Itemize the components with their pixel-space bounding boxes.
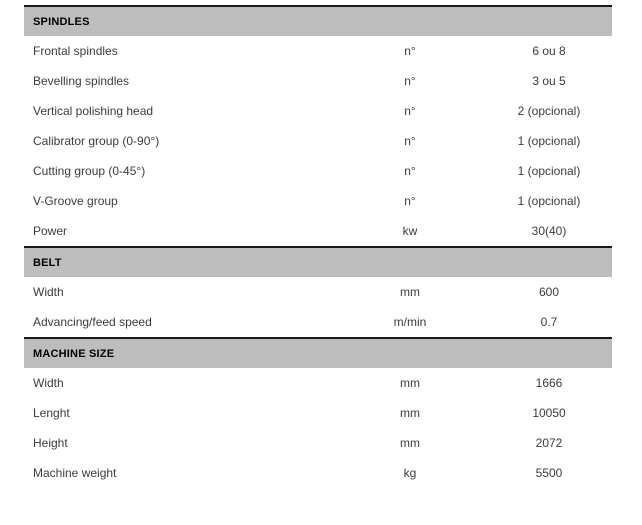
spec-value: 6 ou 8 [532,44,566,58]
spec-row: Width mm 1666 [24,368,612,398]
spec-row: Power kw 30(40) [24,216,612,246]
spec-value: 2072 [535,436,563,450]
spec-unit: n° [404,134,416,148]
spec-value: 0.7 [540,315,558,329]
spec-row: Advancing/feed speed m/min 0.7 [24,307,612,337]
spec-unit: n° [404,74,416,88]
section-header: MACHINE SIZE [24,339,612,368]
spec-label: Calibrator group (0-90°) [33,134,160,148]
section-title: BELT [33,256,62,269]
spec-unit: mm [400,406,420,420]
spec-row: Cutting group (0-45°) n° 1 (opcional) [24,156,612,186]
spec-label: Width [33,376,64,390]
spec-unit: mm [400,376,420,390]
spec-label: Frontal spindles [33,44,118,58]
spec-section: SPINDLES Frontal spindles n° 6 ou 8 Beve… [24,5,612,246]
spec-unit: m/min [393,315,427,329]
spec-value: 1 (opcional) [517,164,581,178]
spec-label: V-Groove group [33,194,118,208]
spec-label: Lenght [33,406,70,420]
spec-label: Bevelling spindles [33,74,130,88]
spec-unit: n° [404,194,416,208]
spec-unit: n° [404,44,416,58]
spec-label: Power [33,224,68,238]
section-header: BELT [24,248,612,277]
spec-section: BELT Width mm 600 Advancing/feed speed m… [24,246,612,337]
spec-value: 1 (opcional) [517,194,581,208]
spec-unit: mm [400,436,420,450]
section-rows: Frontal spindles n° 6 ou 8 Bevelling spi… [24,36,612,246]
spec-row: Height mm 2072 [24,428,612,458]
spec-label: Advancing/feed speed [33,315,152,329]
spec-row: Calibrator group (0-90°) n° 1 (opcional) [24,126,612,156]
spec-unit: n° [404,104,416,118]
section-rows: Width mm 600 Advancing/feed speed m/min … [24,277,612,337]
spec-value: 10050 [532,406,566,420]
section-title: SPINDLES [33,15,90,28]
section-header: SPINDLES [24,7,612,36]
spec-value: 1666 [535,376,563,390]
spec-unit: kg [403,466,417,480]
spec-row: Width mm 600 [24,277,612,307]
spec-row: Vertical polishing head n° 2 (opcional) [24,96,612,126]
spec-label: Vertical polishing head [33,104,154,118]
spec-row: V-Groove group n° 1 (opcional) [24,186,612,216]
spec-value: 600 [538,285,560,299]
spec-label: Height [33,436,68,450]
spec-row: Bevelling spindles n° 3 ou 5 [24,66,612,96]
spec-label: Width [33,285,64,299]
spec-unit: n° [404,164,416,178]
spec-section: MACHINE SIZE Width mm 1666 Lenght mm 100… [24,337,612,488]
section-rows: Width mm 1666 Lenght mm 10050 Height mm … [24,368,612,488]
spec-row: Lenght mm 10050 [24,398,612,428]
spec-row: Frontal spindles n° 6 ou 8 [24,36,612,66]
spec-table: SPINDLES Frontal spindles n° 6 ou 8 Beve… [24,5,612,488]
spec-value: 1 (opcional) [517,134,581,148]
spec-label: Machine weight [33,466,117,480]
spec-row: Machine weight kg 5500 [24,458,612,488]
spec-value: 3 ou 5 [532,74,566,88]
spec-unit: kw [402,224,418,238]
spec-value: 2 (opcional) [517,104,581,118]
spec-unit: mm [400,285,420,299]
spec-label: Cutting group (0-45°) [33,164,146,178]
spec-value: 5500 [535,466,563,480]
section-title: MACHINE SIZE [33,347,115,360]
spec-value: 30(40) [531,224,567,238]
